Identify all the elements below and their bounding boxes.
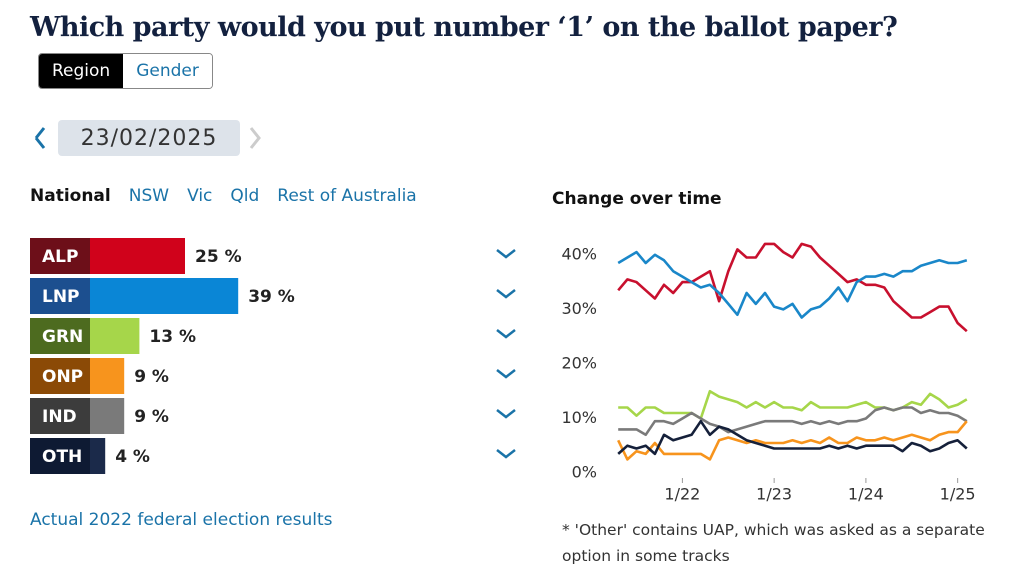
line-series: ALP <box>617 242 968 333</box>
y-tick-label: 0% <box>572 463 597 482</box>
bar <box>90 438 106 474</box>
bar-category: LNP <box>42 287 80 307</box>
tab[interactable]: Qld <box>230 186 260 206</box>
toggle: Region Gender <box>38 53 213 89</box>
bar-category: OTH <box>42 447 82 467</box>
expand-chevron[interactable] <box>496 409 516 419</box>
x-tick-label: 1/23 <box>756 485 792 504</box>
bar <box>90 278 239 314</box>
footnote: * 'Other' contains UAP, which was asked … <box>562 521 985 565</box>
bar-value-label: 39 % <box>248 287 295 307</box>
bar-label-box <box>30 278 90 314</box>
x-tick-label: 1/25 <box>940 485 976 504</box>
y-tick-label: 30% <box>561 299 597 318</box>
next-arrow[interactable] <box>249 127 261 149</box>
toggle-button[interactable]: Region <box>39 54 124 88</box>
bar-label-box <box>30 398 90 434</box>
toggle-button[interactable]: Gender <box>123 54 212 88</box>
x-tick-label: 1/24 <box>848 485 884 504</box>
y-tick-label: 10% <box>561 408 597 427</box>
expand-chevron[interactable] <box>496 249 516 259</box>
bar-category: ONP <box>42 367 83 387</box>
expand-chevron[interactable] <box>496 329 516 339</box>
tab[interactable]: National <box>30 186 111 206</box>
line-chart-title: Change over time <box>552 189 722 209</box>
date: 23/02/2025 <box>58 120 240 156</box>
line-series: ONP <box>617 420 968 461</box>
bar <box>90 318 140 354</box>
results-link[interactable]: Actual 2022 federal election results <box>30 510 333 530</box>
bar-label-box <box>30 438 90 474</box>
bar-value-label: 25 % <box>195 247 242 267</box>
bar-category: GRN <box>42 327 83 347</box>
bar-label-box <box>30 318 90 354</box>
line-series: IND <box>618 406 968 437</box>
tabs: National NSW Vic Qld Rest of Australia <box>30 186 417 206</box>
bar-value-label: 9 % <box>134 367 169 387</box>
title: Which party would you put number ‘1’ on … <box>30 12 898 43</box>
bar <box>90 238 185 274</box>
bar-category: IND <box>42 407 77 427</box>
expand-chevron[interactable] <box>496 369 516 379</box>
expand-chevron[interactable] <box>496 289 516 299</box>
line-series: OTH <box>617 419 968 456</box>
bar-label-box <box>30 358 90 394</box>
tab[interactable]: Vic <box>187 186 213 206</box>
bar-label-box <box>30 238 90 274</box>
y-tick-label: 40% <box>561 244 597 263</box>
bar-category: ALP <box>42 247 78 267</box>
bar-value-label: 4 % <box>115 447 150 467</box>
line-series: GRN <box>618 389 968 420</box>
x-tick-label: 1/22 <box>664 485 700 504</box>
expand-chevron[interactable] <box>496 449 516 459</box>
tab[interactable]: NSW <box>128 186 170 206</box>
y-tick-label: 20% <box>561 353 597 372</box>
bar-value-label: 13 % <box>149 327 196 347</box>
bar-value-label: 9 % <box>134 407 169 427</box>
tab[interactable]: Rest of Australia <box>277 186 417 206</box>
bar <box>90 398 125 434</box>
prev-arrow[interactable] <box>34 127 46 149</box>
line-series: LNP <box>617 250 968 319</box>
bar <box>90 358 125 394</box>
